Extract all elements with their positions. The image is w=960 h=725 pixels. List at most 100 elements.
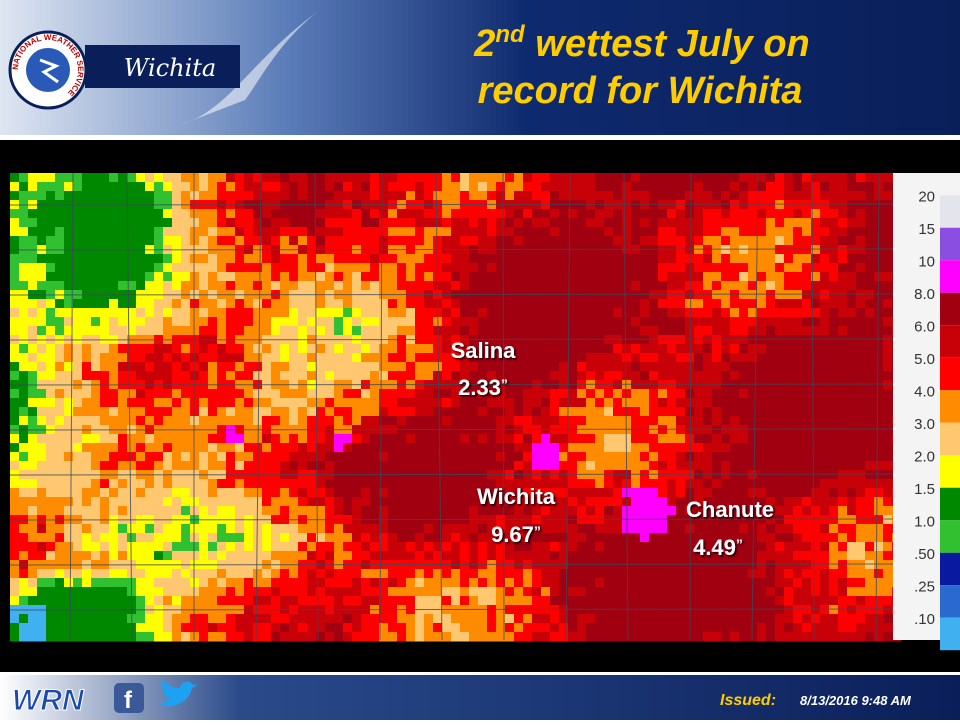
map-cell bbox=[640, 326, 650, 336]
map-cell bbox=[559, 263, 569, 273]
map-cell bbox=[604, 569, 614, 579]
map-cell bbox=[316, 227, 326, 237]
map-cell bbox=[811, 506, 821, 516]
map-cell bbox=[253, 308, 263, 318]
map-cell bbox=[856, 218, 866, 228]
map-cell bbox=[397, 389, 407, 399]
map-cell bbox=[505, 191, 515, 201]
map-cell bbox=[127, 218, 137, 228]
map-cell bbox=[748, 173, 758, 183]
map-cell bbox=[487, 578, 497, 588]
map-cell bbox=[802, 218, 812, 228]
map-cell bbox=[757, 254, 767, 264]
map-cell bbox=[496, 182, 506, 192]
map-cell bbox=[847, 524, 857, 534]
map-cell bbox=[289, 461, 299, 471]
map-cell bbox=[370, 398, 380, 408]
map-cell bbox=[334, 443, 344, 453]
map-cell bbox=[343, 587, 353, 597]
map-cell bbox=[82, 299, 92, 309]
map-cell bbox=[316, 587, 326, 597]
map-cell bbox=[865, 326, 875, 336]
map-cell bbox=[595, 551, 605, 561]
map-cell bbox=[550, 524, 560, 534]
map-cell bbox=[595, 461, 605, 471]
map-cell bbox=[604, 488, 614, 498]
map-cell bbox=[649, 317, 659, 327]
map-cell bbox=[712, 326, 722, 336]
map-cell bbox=[523, 236, 533, 246]
map-cell bbox=[343, 209, 353, 219]
map-cell bbox=[208, 326, 218, 336]
header-rule bbox=[0, 135, 960, 140]
map-cell bbox=[856, 209, 866, 219]
office-box bbox=[85, 45, 240, 88]
map-cell bbox=[10, 542, 20, 552]
map-cell bbox=[739, 425, 749, 435]
map-cell bbox=[325, 326, 335, 336]
map-cell bbox=[865, 209, 875, 219]
map-cell bbox=[676, 470, 686, 480]
map-cell bbox=[361, 479, 371, 489]
map-cell bbox=[82, 209, 92, 219]
map-cell bbox=[73, 254, 83, 264]
map-cell bbox=[289, 299, 299, 309]
map-cell bbox=[541, 173, 551, 183]
map-cell bbox=[28, 218, 38, 228]
map-cell bbox=[109, 506, 119, 516]
map-cell bbox=[748, 632, 758, 642]
map-cell bbox=[37, 326, 47, 336]
map-cell bbox=[775, 461, 785, 471]
map-cell bbox=[442, 281, 452, 291]
map-cell bbox=[820, 632, 830, 642]
map-cell bbox=[802, 542, 812, 552]
map-cell bbox=[199, 578, 209, 588]
map-cell bbox=[388, 632, 398, 642]
map-cell bbox=[514, 218, 524, 228]
map-cell bbox=[316, 326, 326, 336]
map-cell bbox=[667, 497, 677, 507]
map-cell bbox=[91, 299, 101, 309]
map-cell bbox=[559, 272, 569, 282]
map-cell bbox=[748, 371, 758, 381]
map-cell bbox=[766, 254, 776, 264]
map-cell bbox=[334, 533, 344, 543]
map-cell bbox=[586, 578, 596, 588]
map-cell bbox=[73, 272, 83, 282]
map-cell bbox=[676, 479, 686, 489]
map-cell bbox=[361, 533, 371, 543]
nws-bolt bbox=[39, 58, 60, 84]
map-cell bbox=[505, 623, 515, 633]
map-cell bbox=[865, 344, 875, 354]
map-cell bbox=[352, 191, 362, 201]
map-cell bbox=[649, 416, 659, 426]
map-cell bbox=[190, 308, 200, 318]
map-cell bbox=[613, 218, 623, 228]
map-cell bbox=[559, 182, 569, 192]
map-cell bbox=[19, 371, 29, 381]
map-cell bbox=[298, 272, 308, 282]
map-cell bbox=[64, 254, 74, 264]
map-cell bbox=[82, 353, 92, 363]
map-cell bbox=[487, 542, 497, 552]
map-cell bbox=[784, 380, 794, 390]
map-cell bbox=[379, 371, 389, 381]
map-cell bbox=[226, 254, 236, 264]
map-cell bbox=[793, 326, 803, 336]
map-cell bbox=[577, 362, 587, 372]
map-cell bbox=[793, 614, 803, 624]
map-cell bbox=[154, 182, 164, 192]
map-cell bbox=[784, 335, 794, 345]
map-cell bbox=[244, 524, 254, 534]
map-cell bbox=[577, 182, 587, 192]
map-cell bbox=[28, 299, 38, 309]
map-cell bbox=[478, 452, 488, 462]
map-cell bbox=[415, 362, 425, 372]
map-cell bbox=[46, 218, 56, 228]
map-cell bbox=[379, 308, 389, 318]
map-cell bbox=[379, 443, 389, 453]
map-cell bbox=[838, 515, 848, 525]
map-cell bbox=[793, 281, 803, 291]
map-cell bbox=[847, 218, 857, 228]
map-cell bbox=[568, 371, 578, 381]
